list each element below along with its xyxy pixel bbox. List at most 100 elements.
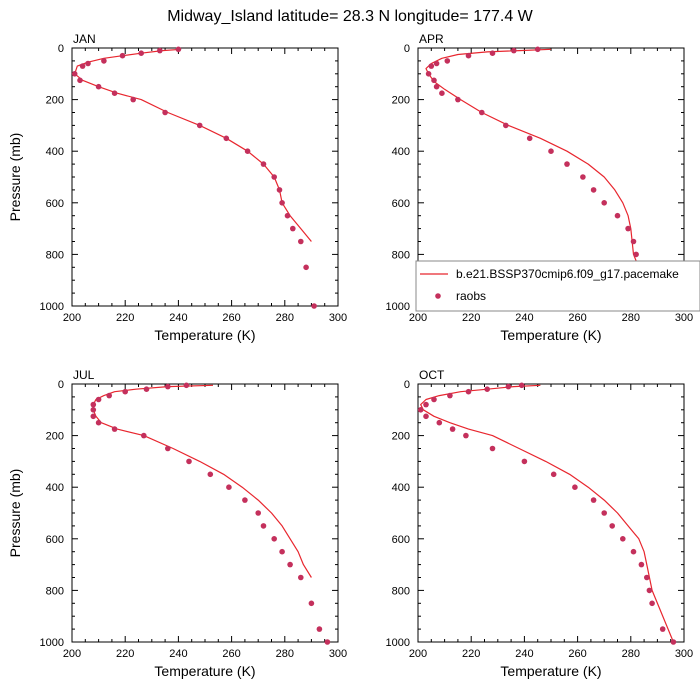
obs-point-apr: [534, 46, 541, 53]
obs-point-oct: [601, 510, 607, 516]
model-line-oct: [420, 384, 674, 642]
x-tick-label-apr: 300: [675, 312, 693, 324]
obs-point-apr: [439, 90, 445, 96]
obs-point-jul: [207, 471, 214, 478]
x-tick-label-jan: 280: [276, 312, 294, 324]
x-tick-label-apr: 280: [622, 312, 640, 324]
y-axis-label-jul: Pressure (mb): [7, 469, 23, 558]
obs-point-jan: [77, 77, 83, 84]
x-axis-label-jul: Temperature (K): [154, 663, 255, 679]
obs-point-jan: [162, 109, 168, 116]
obs-point-jul: [165, 445, 171, 452]
obs-point-oct: [423, 401, 429, 408]
y-tick-label-apr: 1000: [386, 301, 410, 313]
plot-frame-jan: [71, 47, 339, 307]
obs-point-oct: [620, 536, 626, 542]
obs-point-jan: [101, 58, 107, 64]
x-tick-label-jan: 200: [63, 312, 81, 324]
panel-label-jul: JUL: [73, 368, 95, 382]
panel-jul: JUL 200 220 240 260 280 300 0 200 400 600 800 1000 Te…: [7, 368, 347, 679]
obs-point-oct: [590, 497, 597, 503]
y-tick-label-jul: 400: [46, 482, 64, 494]
obs-point-jan: [119, 52, 126, 59]
obs-point-apr: [633, 251, 639, 258]
panel-oct: OCT 200 220 240 260 280 300 0 200 400 600 800 1000 Te…: [386, 368, 694, 679]
panels-group: JAN 200 220 240 260 280 300 0 200 400 600 800 1000 Te…: [7, 32, 693, 679]
x-tick-label-jul: 300: [329, 648, 347, 660]
y-tick-label-oct: 1000: [386, 637, 410, 649]
obs-point-apr: [548, 148, 554, 154]
obs-point-oct: [649, 600, 655, 607]
x-tick-label-jan: 220: [116, 312, 134, 324]
y-tick-label-oct: 0: [404, 379, 410, 391]
obs-point-apr: [590, 187, 597, 193]
obs-point-oct: [423, 413, 429, 420]
x-tick-label-apr: 260: [568, 312, 586, 324]
obs-point-oct: [670, 639, 677, 645]
y-tick-label-jul: 800: [46, 585, 64, 597]
obs-point-jul: [106, 392, 112, 399]
figure-title: Midway_Island latitude= 28.3 N longitude…: [167, 8, 533, 25]
obs-point-jul: [122, 388, 128, 395]
model-line-apr: [425, 48, 658, 306]
model-line-jul: [92, 384, 312, 578]
obs-point-jul: [186, 458, 192, 465]
x-tick-label-oct: 280: [622, 648, 640, 660]
obs-point-jul: [298, 574, 304, 581]
y-tick-label-jan: 400: [46, 146, 64, 158]
obs-point-apr: [455, 96, 461, 103]
x-tick-label-apr: 200: [409, 312, 427, 324]
obs-point-jan: [157, 47, 163, 54]
obs-point-apr: [625, 225, 631, 232]
obs-point-oct: [505, 383, 512, 390]
x-tick-label-jan: 300: [329, 312, 347, 324]
obs-point-jan: [196, 122, 203, 129]
x-tick-label-jul: 240: [169, 648, 187, 660]
obs-point-oct: [659, 626, 666, 632]
y-tick-label-oct: 200: [392, 431, 410, 443]
obs-point-jan: [298, 238, 304, 245]
obs-point-jul: [141, 432, 147, 439]
obs-point-apr: [511, 47, 517, 54]
panel-jan: JAN 200 220 240 260 280 300 0 200 400 600 800 1000 Te…: [7, 32, 347, 343]
legend-marker-swatch: [435, 293, 441, 299]
y-axis-label-jan: Pressure (mb): [7, 133, 23, 222]
obs-point-jan: [290, 225, 296, 232]
x-tick-label-oct: 300: [675, 648, 693, 660]
obs-point-jul: [324, 639, 331, 645]
y-tick-label-apr: 0: [404, 43, 410, 55]
obs-point-jul: [242, 497, 248, 503]
obs-point-oct: [644, 574, 650, 581]
y-tick-label-apr: 400: [392, 146, 410, 158]
obs-point-jan: [85, 60, 91, 67]
obs-point-jan: [111, 90, 118, 96]
obs-point-jan: [279, 200, 285, 206]
obs-point-apr: [614, 212, 621, 219]
x-tick-label-jan: 240: [169, 312, 187, 324]
legend-obs-label: raobs: [456, 289, 486, 303]
y-tick-label-oct: 600: [392, 534, 410, 546]
x-tick-label-apr: 240: [515, 312, 533, 324]
obs-point-jan: [284, 212, 291, 219]
obs-point-jan: [138, 50, 144, 56]
obs-point-apr: [503, 122, 509, 129]
x-axis-label-apr: Temperature (K): [500, 327, 601, 343]
y-tick-label-jan: 200: [46, 95, 64, 107]
obs-point-jan: [79, 63, 86, 69]
obs-point-apr: [433, 83, 440, 90]
obs-point-jul: [95, 396, 102, 403]
obs-point-jan: [303, 264, 309, 271]
x-tick-label-oct: 260: [568, 648, 586, 660]
obs-point-apr: [526, 135, 533, 142]
obs-point-jan: [244, 148, 251, 154]
y-tick-label-jan: 0: [58, 43, 64, 55]
obs-point-jul: [260, 523, 267, 529]
x-tick-label-jul: 260: [222, 648, 240, 660]
obs-point-apr: [425, 71, 432, 77]
obs-point-oct: [609, 523, 615, 529]
obs-point-jan: [175, 46, 182, 53]
obs-point-oct: [550, 471, 557, 478]
x-tick-label-oct: 200: [409, 648, 427, 660]
x-tick-label-jul: 220: [116, 648, 134, 660]
